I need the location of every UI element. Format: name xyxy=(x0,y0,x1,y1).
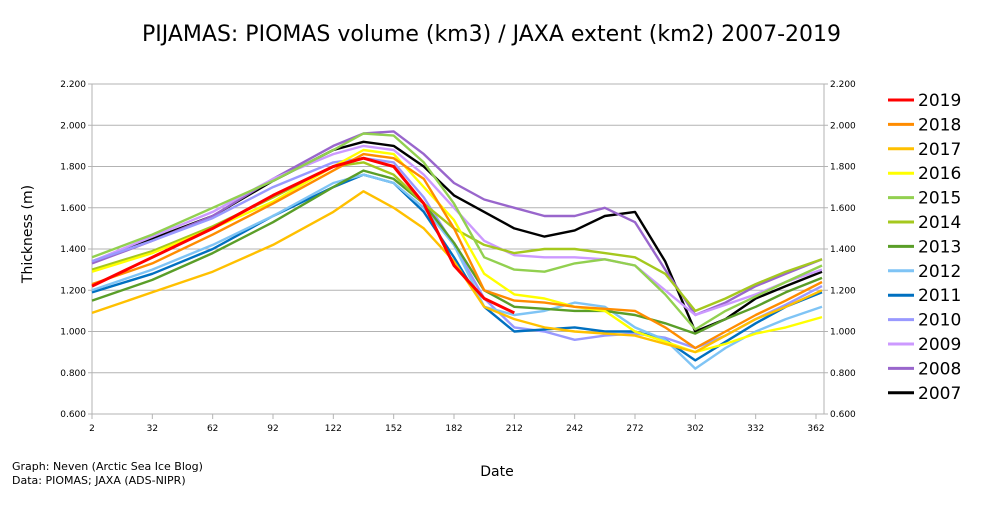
y-tick-label: 0.800 xyxy=(60,369,86,379)
y-axis-left-ticks: 0.600 0.800 1.000 1.200 1.400 1.600 1.800 2.000… xyxy=(60,80,92,420)
legend-item-2013: 2013 xyxy=(888,237,961,257)
legend-label: 2017 xyxy=(918,140,961,160)
x-tick-label: 2 xyxy=(89,424,95,434)
y-tick-label-right: 0.600 xyxy=(830,410,856,420)
y-tick-label-right: 2.000 xyxy=(830,121,856,131)
y-tick-label-right: 1.000 xyxy=(830,328,856,338)
series-lines xyxy=(91,130,823,370)
y-axis-title: Thickness (m) xyxy=(20,185,36,284)
series-line-2012 xyxy=(91,173,823,370)
legend-label: 2008 xyxy=(918,359,961,379)
series-line-2015 xyxy=(91,132,823,331)
y-tick-label-right: 2.200 xyxy=(830,80,856,90)
x-tick-label: 152 xyxy=(385,424,402,434)
series-line-2019 xyxy=(91,156,515,315)
y-tick-label: 1.000 xyxy=(60,328,86,338)
legend: 2019 2018 2017 2016 2015 2014 2013 2012 2011 2010… xyxy=(888,91,961,404)
credit-graph: Graph: Neven (Arctic Sea Ice Blog) xyxy=(12,460,203,473)
legend-label: 2011 xyxy=(918,286,961,306)
legend-label: 2018 xyxy=(918,115,961,135)
legend-label: 2019 xyxy=(918,91,961,111)
series-line-2008 xyxy=(91,130,823,317)
series-line-2018 xyxy=(91,152,823,350)
legend-label: 2015 xyxy=(918,189,961,209)
legend-item-2019: 2019 xyxy=(888,91,961,111)
legend-item-2012: 2012 xyxy=(888,262,961,282)
y-tick-label: 2.000 xyxy=(60,121,86,131)
legend-label: 2009 xyxy=(918,335,961,355)
y-tick-label-right: 0.800 xyxy=(830,369,856,379)
series-line-2013 xyxy=(91,169,823,335)
y-tick-label: 0.600 xyxy=(60,410,86,420)
legend-label: 2016 xyxy=(918,164,961,184)
legend-item-2017: 2017 xyxy=(888,140,961,160)
x-tick-label: 92 xyxy=(267,424,278,434)
legend-item-2011: 2011 xyxy=(888,286,961,306)
x-tick-label: 332 xyxy=(747,424,764,434)
x-tick-label: 302 xyxy=(687,424,704,434)
x-tick-label: 62 xyxy=(207,424,218,434)
credits: Graph: Neven (Arctic Sea Ice Blog) Data:… xyxy=(12,460,203,488)
legend-label: 2012 xyxy=(918,262,961,282)
legend-item-2014: 2014 xyxy=(888,213,961,233)
legend-label: 2013 xyxy=(918,237,961,257)
y-tick-label: 1.400 xyxy=(60,245,86,255)
legend-item-2018: 2018 xyxy=(888,115,961,135)
y-axis-right-ticks: 0.600 0.800 1.000 1.200 1.400 1.600 1.800 2.000… xyxy=(824,80,856,420)
x-axis-title: Date xyxy=(480,464,513,480)
y-tick-label-right: 1.400 xyxy=(830,245,856,255)
x-tick-label: 362 xyxy=(807,424,824,434)
legend-item-2008: 2008 xyxy=(888,359,961,379)
x-tick-label: 122 xyxy=(325,424,342,434)
series-line-2016 xyxy=(91,148,823,354)
series-line-2017 xyxy=(91,190,823,354)
legend-label: 2014 xyxy=(918,213,961,233)
x-tick-label: 32 xyxy=(147,424,158,434)
y-tick-label-right: 1.800 xyxy=(830,163,856,173)
y-tick-label: 1.600 xyxy=(60,204,86,214)
legend-item-2016: 2016 xyxy=(888,164,961,184)
legend-item-2010: 2010 xyxy=(888,311,961,331)
legend-label: 2010 xyxy=(918,311,961,331)
credit-data: Data: PIOMAS; JAXA (ADS-NIPR) xyxy=(12,474,186,487)
y-tick-label: 1.800 xyxy=(60,163,86,173)
x-tick-label: 182 xyxy=(445,424,462,434)
legend-item-2015: 2015 xyxy=(888,189,961,209)
y-tick-label-right: 1.200 xyxy=(830,286,856,296)
x-tick-label: 212 xyxy=(506,424,523,434)
x-tick-label: 242 xyxy=(566,424,583,434)
legend-item-2007: 2007 xyxy=(888,384,961,404)
chart-title: PIJAMAS: PIOMAS volume (km3) / JAXA exte… xyxy=(142,22,841,47)
x-axis-ticks: 2 32 62 92 122 152 182 212 242 272 302 332 362 xyxy=(89,414,825,434)
legend-label: 2007 xyxy=(918,384,961,404)
x-tick-label: 272 xyxy=(626,424,643,434)
y-tick-label: 2.200 xyxy=(60,80,86,90)
legend-item-2009: 2009 xyxy=(888,335,961,355)
y-tick-label-right: 1.600 xyxy=(830,204,856,214)
y-tick-label: 1.200 xyxy=(60,286,86,296)
